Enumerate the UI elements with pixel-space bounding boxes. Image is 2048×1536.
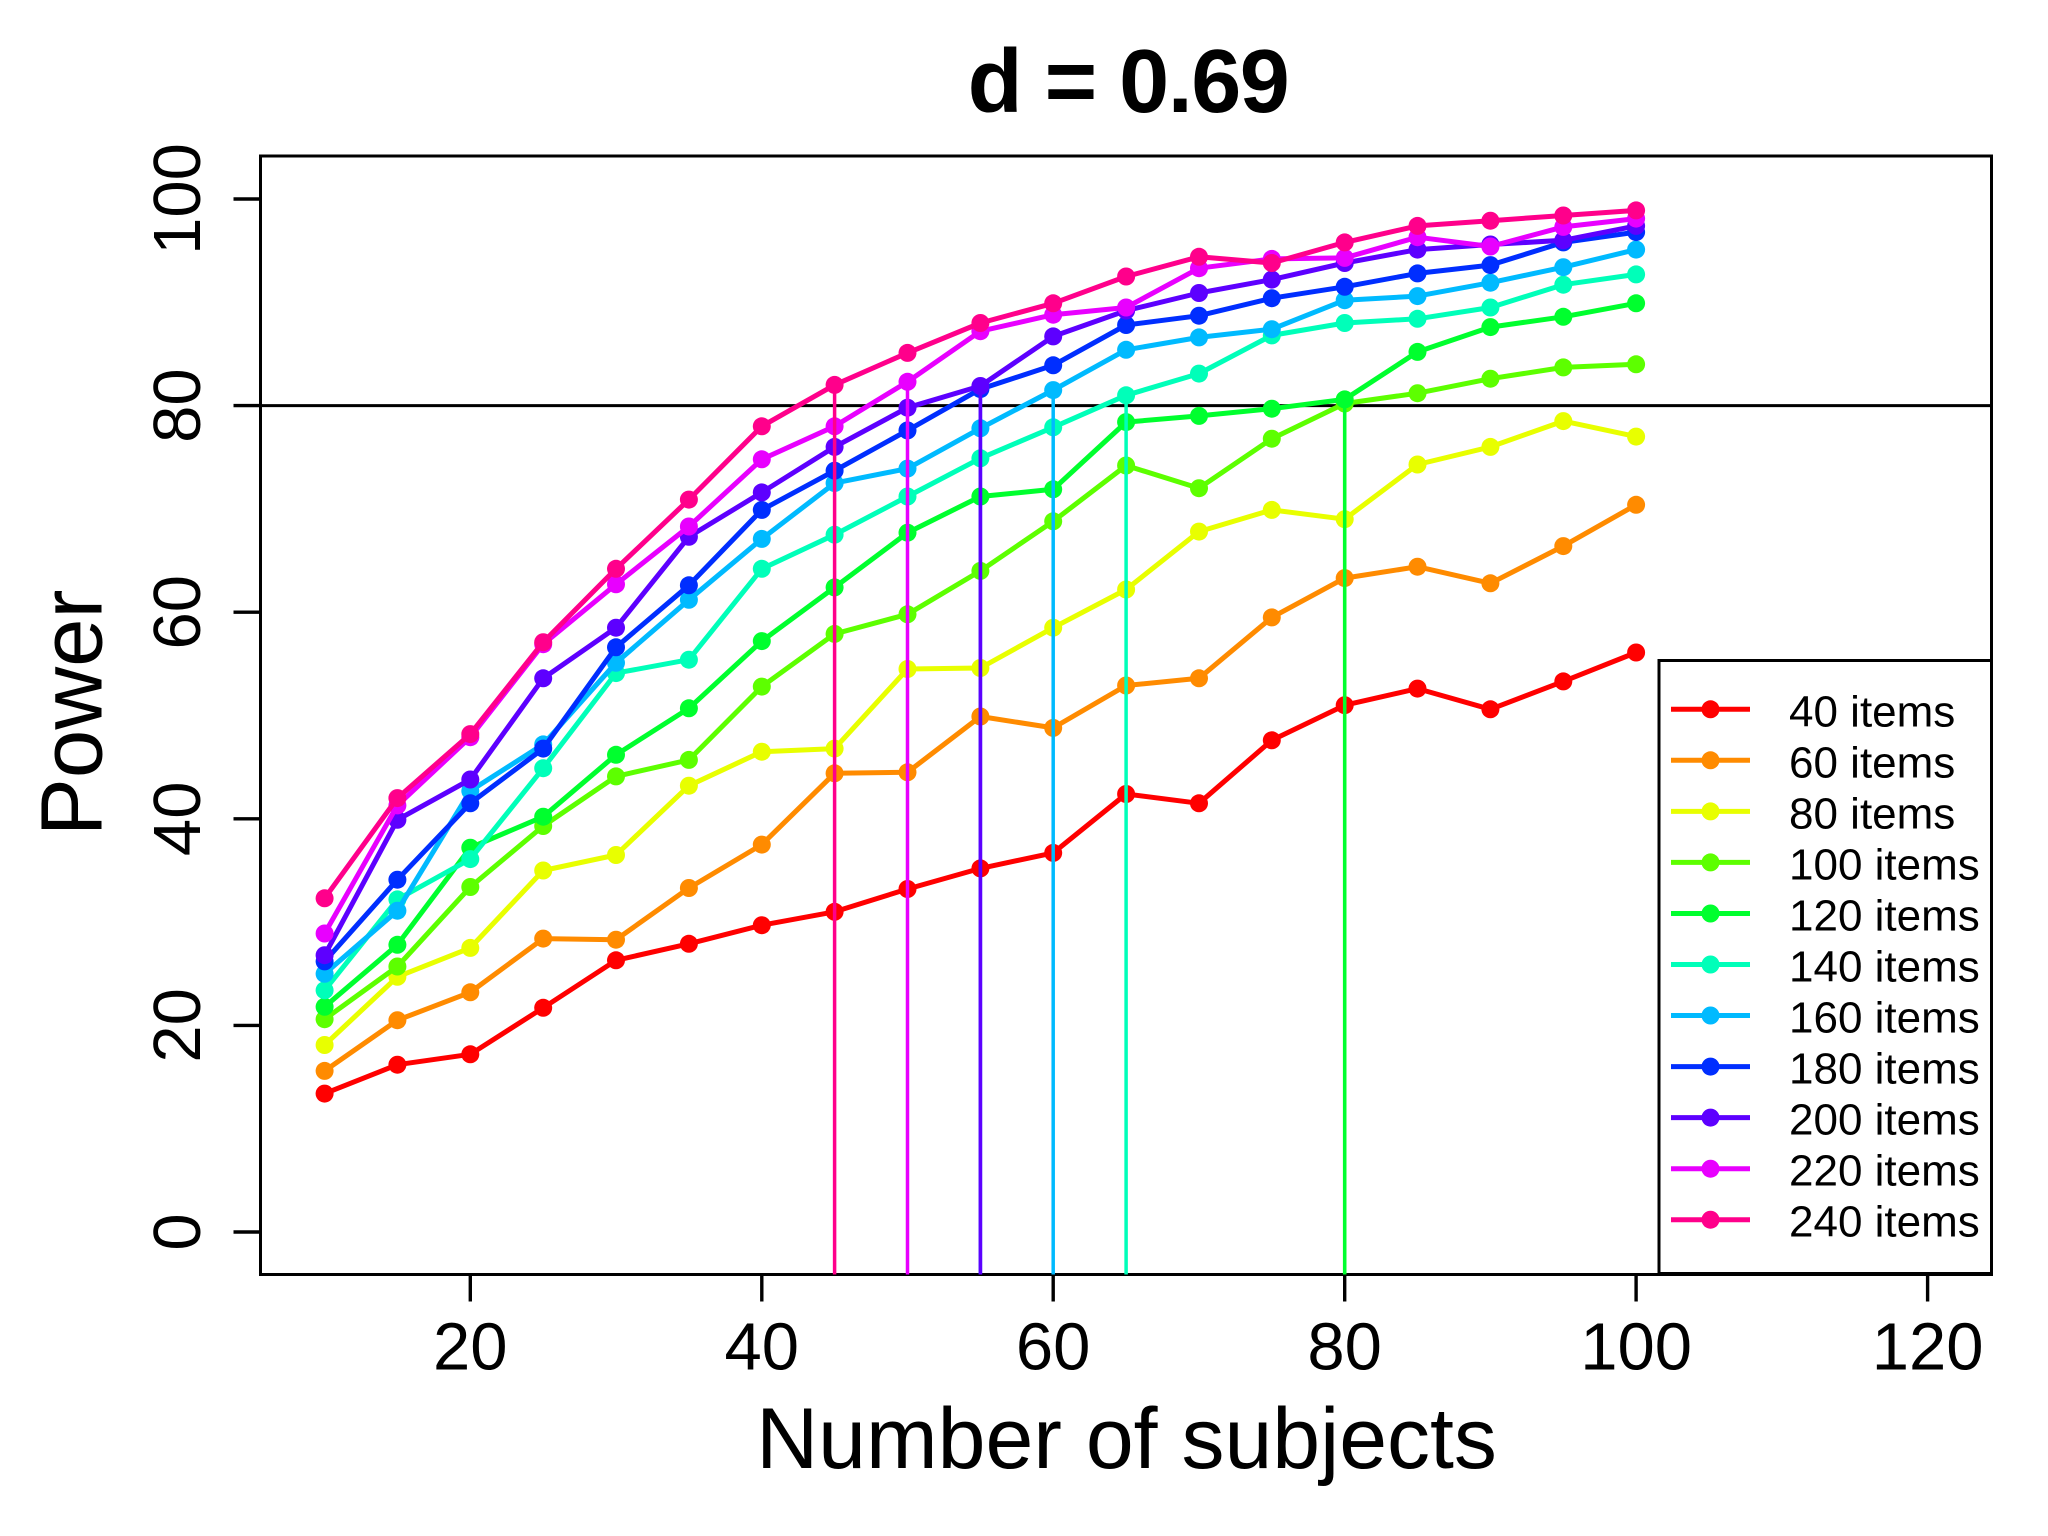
svg-text:60 items: 60 items <box>1789 738 1955 787</box>
svg-text:180 items: 180 items <box>1789 1045 1980 1094</box>
svg-text:80 items: 80 items <box>1789 789 1955 838</box>
svg-text:0: 0 <box>140 1213 215 1250</box>
svg-text:d = 0.69: d = 0.69 <box>968 32 1289 132</box>
svg-text:20: 20 <box>140 988 215 1063</box>
svg-text:120 items: 120 items <box>1789 892 1980 941</box>
svg-text:100 items: 100 items <box>1789 840 1980 889</box>
svg-text:120: 120 <box>1872 1309 1984 1384</box>
svg-text:Power: Power <box>24 589 121 836</box>
svg-text:40: 40 <box>725 1309 800 1384</box>
svg-text:100: 100 <box>140 143 215 255</box>
svg-text:40 items: 40 items <box>1789 687 1955 736</box>
svg-text:40: 40 <box>140 782 215 857</box>
svg-text:Number of subjects: Number of subjects <box>756 1391 1497 1487</box>
svg-text:220 items: 220 items <box>1789 1147 1980 1196</box>
svg-text:20: 20 <box>433 1309 508 1384</box>
svg-text:140 items: 140 items <box>1789 943 1980 992</box>
svg-text:200 items: 200 items <box>1789 1096 1980 1145</box>
svg-text:60: 60 <box>140 575 215 650</box>
svg-text:80: 80 <box>1307 1309 1382 1384</box>
svg-text:240 items: 240 items <box>1789 1198 1980 1247</box>
svg-text:60: 60 <box>1016 1309 1091 1384</box>
svg-text:160 items: 160 items <box>1789 994 1980 1043</box>
svg-text:100: 100 <box>1580 1309 1692 1384</box>
svg-text:80: 80 <box>140 368 215 443</box>
